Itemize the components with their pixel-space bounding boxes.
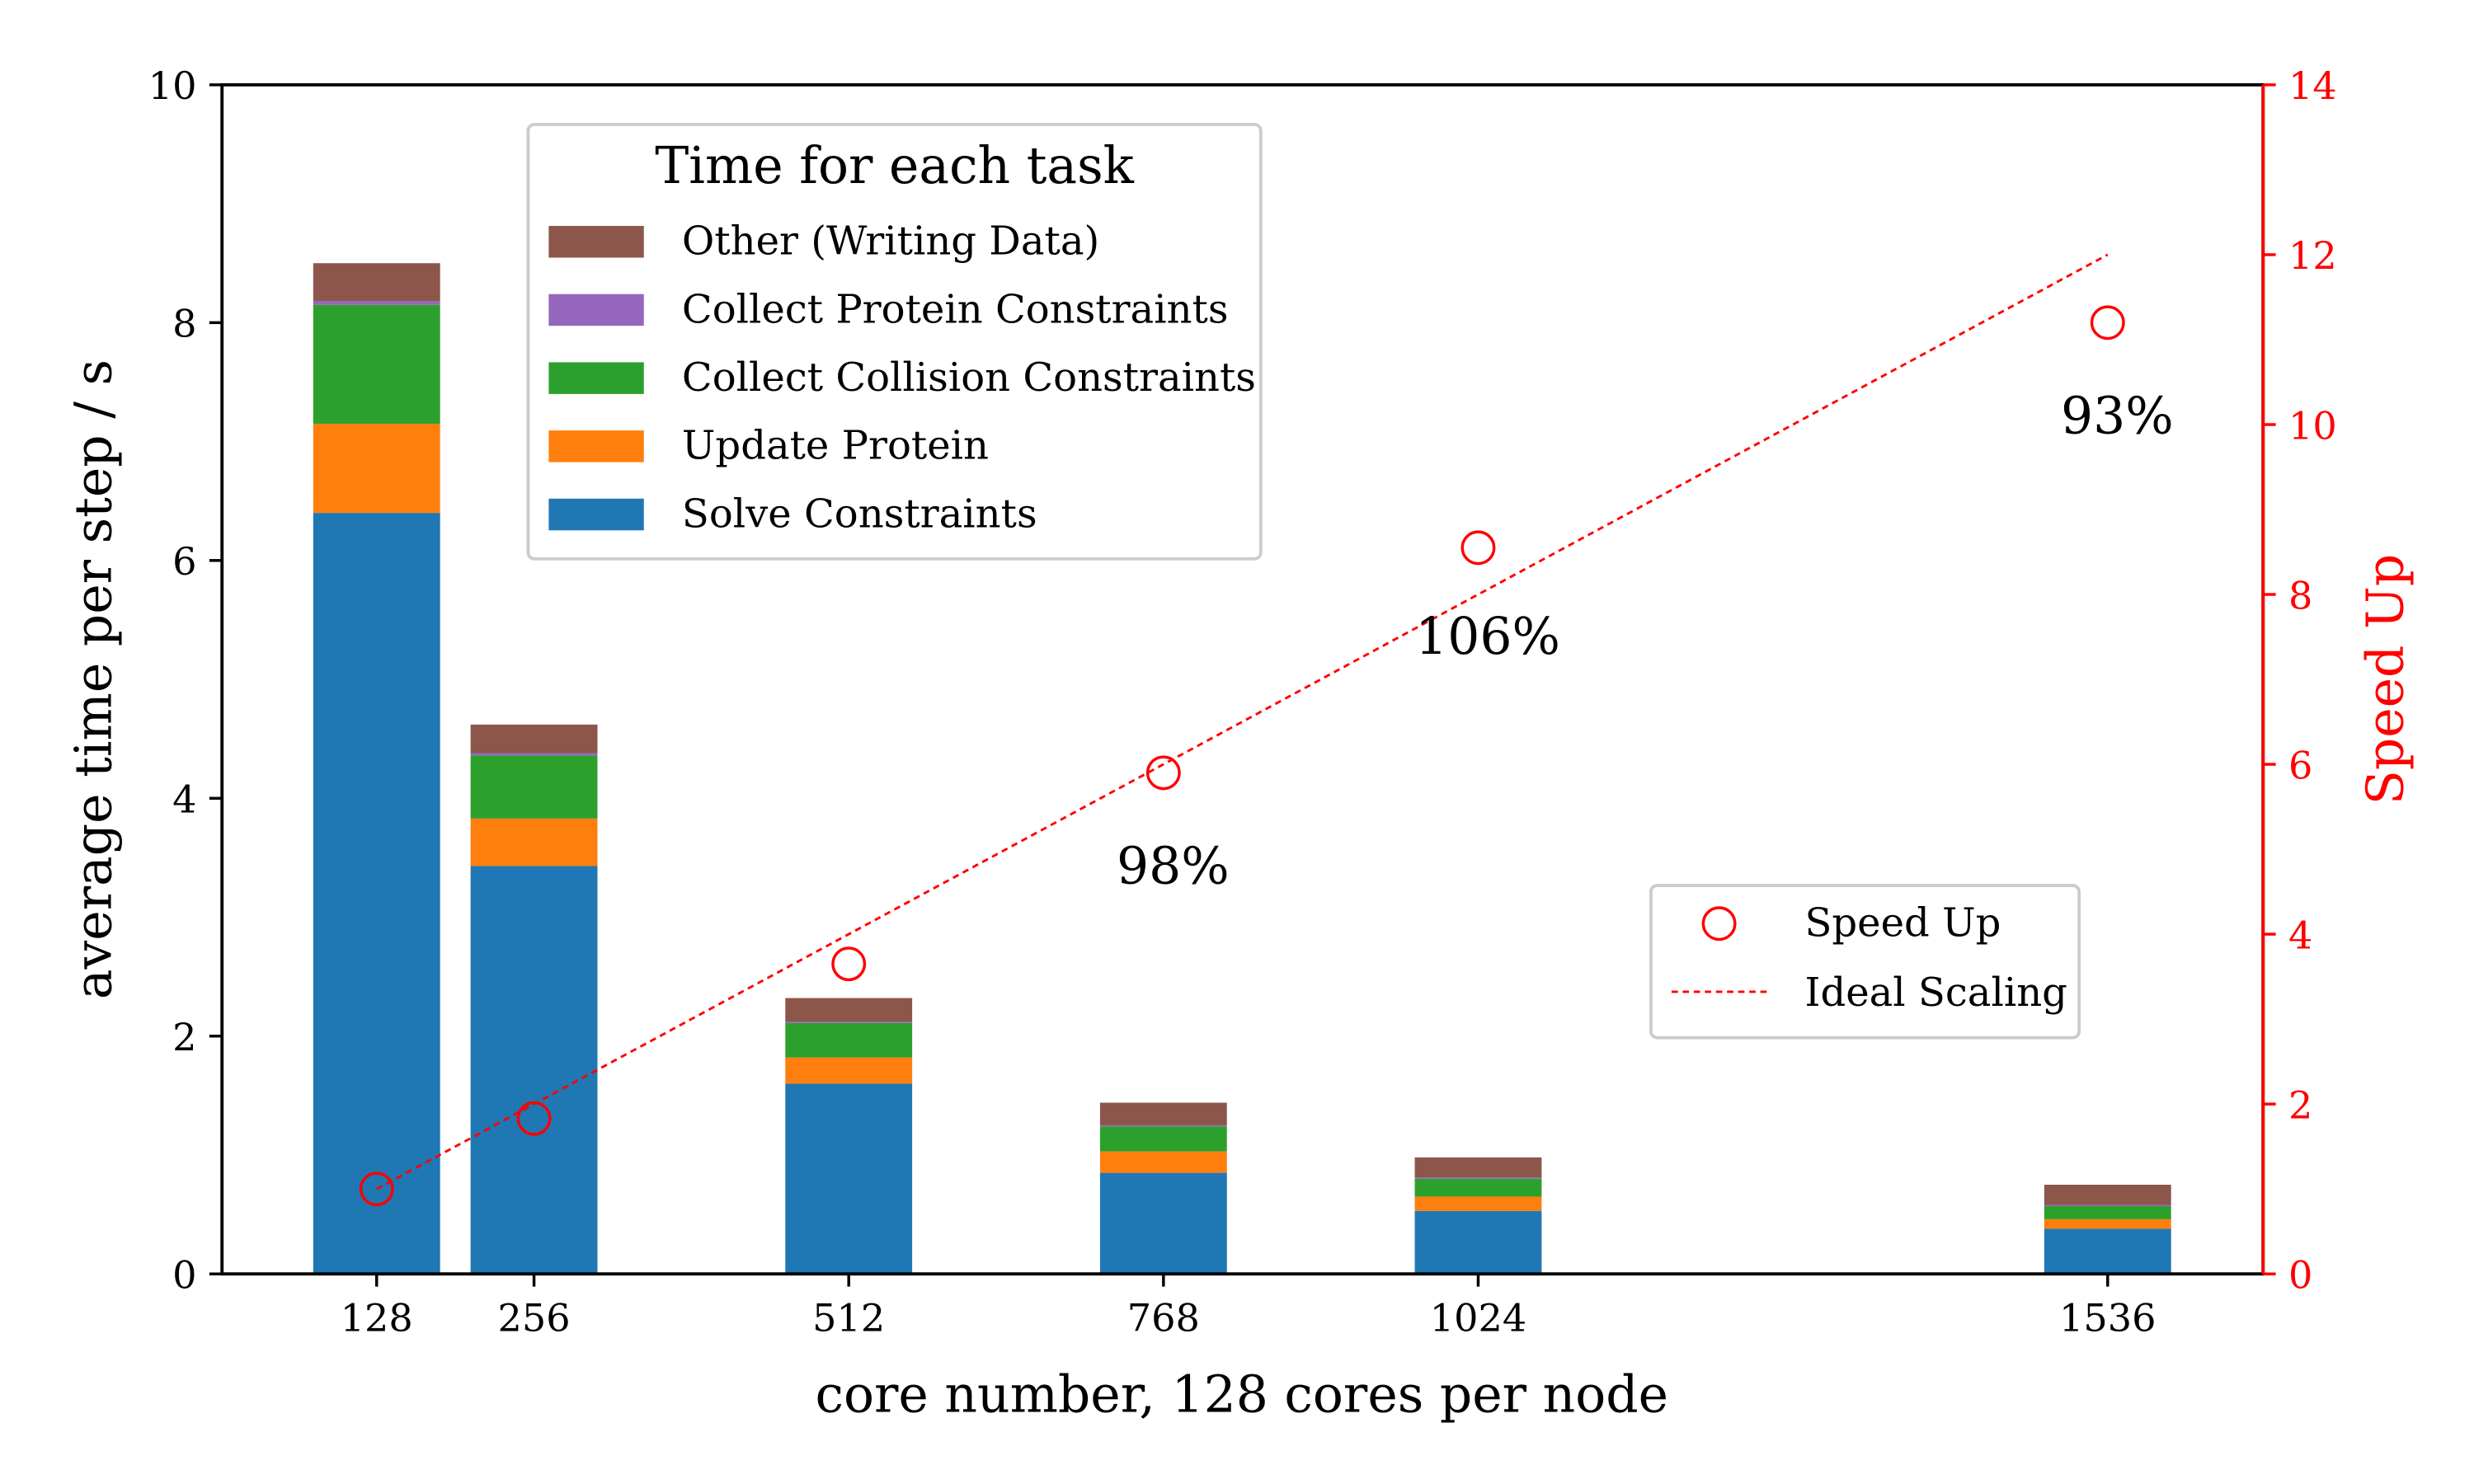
- bar-segment: [785, 1083, 913, 1275]
- legend-swatch-collision-constraints: [548, 362, 644, 394]
- y2-tick-label: 2: [2288, 1082, 2312, 1127]
- task-legend: Time for each task Other (Writing Data) …: [526, 123, 1263, 561]
- legend-swatch-update-protein: [548, 430, 644, 463]
- bar-segment: [1099, 1125, 1227, 1127]
- bar-segment: [785, 1057, 913, 1084]
- y-tick-label: 8: [172, 302, 196, 346]
- legend-label-collision-constraints: Collect Collision Constraints: [682, 355, 1256, 401]
- bar-segment: [1414, 1210, 1542, 1275]
- task-legend-title: Time for each task: [655, 136, 1134, 195]
- bar-segment: [2044, 1228, 2171, 1275]
- y-tick-label: 2: [172, 1015, 196, 1059]
- y2-tick-label: 8: [2288, 573, 2312, 618]
- bar-segment: [1414, 1177, 1542, 1179]
- speedup-point: [831, 946, 867, 982]
- bar-segment: [470, 753, 598, 756]
- bar-segment: [1099, 1151, 1227, 1173]
- legend-swatch-solve-constraints: [548, 498, 644, 531]
- y-axis-left: 0 2 4 6 8 10: [148, 63, 223, 1298]
- y2-tick-label: 6: [2288, 743, 2312, 787]
- legend-swatch-protein-constraints: [548, 294, 644, 326]
- legend-label-protein-constraints: Collect Protein Constraints: [682, 286, 1229, 332]
- efficiency-annotations: 98% 106% 93%: [1117, 386, 2174, 895]
- bar-segment: [470, 724, 598, 754]
- bar-segment: [470, 755, 598, 819]
- speedup-point: [516, 1101, 552, 1136]
- x-axis: 128 256 512 768 1024 1536: [341, 1274, 2156, 1340]
- bar-segment: [313, 423, 440, 514]
- bar-segment: [1414, 1157, 1542, 1178]
- speedup-point: [1145, 755, 1181, 791]
- x-tick-label: 256: [498, 1295, 571, 1340]
- bar-segment: [470, 818, 598, 866]
- bar-segment: [1099, 1102, 1227, 1125]
- bar-segment: [785, 998, 913, 1022]
- bar-stacks: [313, 263, 2171, 1275]
- bar-segment: [2044, 1205, 2171, 1206]
- y-axis-label: average time per step / s: [64, 359, 124, 999]
- bar-segment: [2044, 1205, 2171, 1219]
- bar-segment: [785, 1022, 913, 1058]
- legend-swatch-other: [548, 226, 644, 258]
- task-legend-box: [526, 123, 1263, 561]
- y2-tick-label: 4: [2288, 913, 2312, 957]
- bar-segment: [313, 301, 440, 305]
- y-tick-label: 6: [172, 539, 196, 584]
- x-tick-label: 512: [812, 1295, 885, 1340]
- x-tick-label: 768: [1127, 1295, 1200, 1340]
- y2-tick-label: 0: [2288, 1253, 2312, 1298]
- bar-segment: [470, 866, 598, 1275]
- bar-segment: [1414, 1178, 1542, 1197]
- bar-segment: [313, 513, 440, 1275]
- y2-axis-label: Speed Up: [2355, 554, 2415, 805]
- efficiency-annotation: 106%: [1415, 607, 1560, 666]
- y2-tick-label: 12: [2288, 233, 2337, 278]
- speedup-legend: Speed Up Ideal Scaling: [1649, 884, 2081, 1040]
- bar-segment: [2044, 1185, 2171, 1205]
- speedup-point: [2090, 305, 2125, 340]
- ideal-scaling-segment: [376, 253, 2109, 1190]
- efficiency-annotation: 93%: [2061, 386, 2174, 445]
- x-tick-label: 128: [341, 1295, 413, 1340]
- speedup-markers: [359, 305, 2125, 1207]
- x-tick-label: 1024: [1430, 1295, 1526, 1340]
- bar-segment: [1099, 1126, 1227, 1152]
- legend-marker-speedup: [1701, 906, 1737, 942]
- ideal-scaling-line: [376, 253, 2109, 1190]
- x-tick-label: 1536: [2059, 1295, 2156, 1340]
- speedup-point: [1460, 530, 1496, 566]
- bar-segment: [1099, 1172, 1227, 1275]
- legend-label-other: Other (Writing Data): [682, 218, 1099, 265]
- bar-segment: [1414, 1196, 1542, 1211]
- y-tick-label: 0: [172, 1253, 196, 1298]
- bar-segment: [2044, 1219, 2171, 1229]
- legend-label-speedup: Speed Up: [1804, 900, 2001, 946]
- speedup-point: [359, 1172, 394, 1207]
- y-tick-label: 4: [172, 777, 196, 822]
- y-axis-right: 0 2 4 6 8 10 12 14: [2263, 63, 2337, 1298]
- legend-label-solve-constraints: Solve Constraints: [682, 491, 1037, 537]
- bar-segment: [785, 1021, 913, 1023]
- y2-tick-label: 14: [2288, 63, 2337, 108]
- efficiency-annotation: 98%: [1117, 836, 1230, 895]
- speedup-legend-box: [1649, 884, 2081, 1040]
- legend-label-update-protein: Update Protein: [682, 423, 989, 469]
- y2-tick-label: 10: [2288, 403, 2337, 448]
- bar-segment: [313, 304, 440, 424]
- y-tick-label: 10: [148, 63, 197, 108]
- bar-segment: [313, 263, 440, 302]
- legend-label-ideal: Ideal Scaling: [1804, 970, 2067, 1016]
- x-axis-label: core number, 128 cores per node: [816, 1365, 1669, 1425]
